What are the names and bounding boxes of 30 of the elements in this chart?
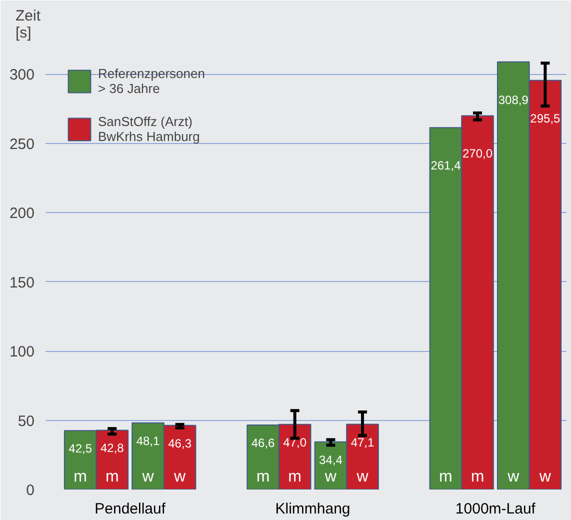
x-tick-label: m bbox=[74, 468, 88, 486]
data-label: 47,1 bbox=[350, 435, 374, 450]
x-tick-label: m bbox=[256, 468, 270, 486]
y-tick-label: 50 bbox=[18, 412, 35, 430]
data-label: 34,4 bbox=[319, 452, 343, 467]
y-tick-label: 0 bbox=[26, 482, 34, 499]
data-label: 295,5 bbox=[530, 111, 561, 126]
y-axis-title: Zeit [s] bbox=[16, 8, 42, 42]
y-tick-label: 100 bbox=[9, 344, 35, 361]
y-tick-label: 300 bbox=[9, 66, 35, 84]
y-tick-label: 200 bbox=[9, 205, 35, 222]
data-label: 261,4 bbox=[430, 158, 462, 173]
text: Klimmhang bbox=[275, 500, 350, 518]
data-label: 42,5 bbox=[68, 442, 92, 456]
data-label: 48,1 bbox=[136, 434, 160, 448]
legend-label: SanStOffz (Arzt) BwKrhs Hamburg bbox=[98, 114, 200, 144]
data-label: 42,8 bbox=[100, 441, 124, 456]
text: 1000m-Lauf bbox=[455, 500, 536, 518]
y-tick-label: 150 bbox=[9, 274, 35, 292]
text: Pendellauf bbox=[94, 500, 166, 518]
y-tick-label: 250 bbox=[9, 136, 35, 153]
x-tick-label: w bbox=[356, 468, 369, 486]
x-tick-label: w bbox=[538, 468, 552, 486]
data-label: 308,9 bbox=[498, 92, 529, 107]
legend-label: Referenzpersonen > 36 Jahre bbox=[98, 66, 205, 96]
x-tick-label: m bbox=[439, 468, 452, 486]
data-label: 46,6 bbox=[251, 436, 276, 450]
data-label: 270,0 bbox=[462, 146, 493, 161]
x-tick-label: w bbox=[173, 468, 186, 486]
data-label: 46,3 bbox=[168, 436, 192, 450]
